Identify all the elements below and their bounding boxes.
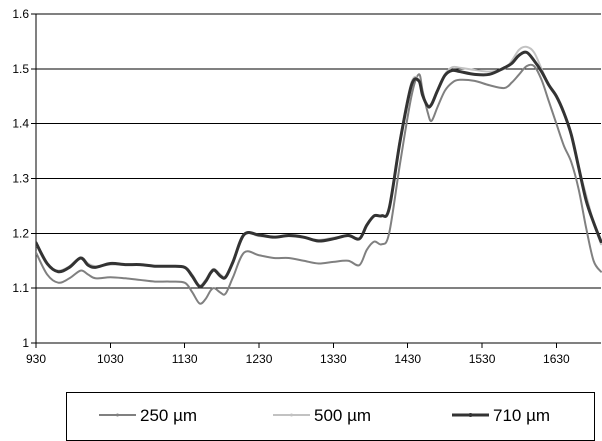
series-line-2 [36,52,601,287]
y-tick-label-2: 1.2 [12,226,29,240]
x-tick-label-2: 1130 [172,352,198,366]
series-line-0 [36,65,601,304]
legend-label-0: 250 µm [140,406,197,425]
x-tick-label-1: 1030 [97,352,124,366]
x-tick-label-6: 1530 [469,352,496,366]
y-tick-label-6: 1.6 [12,7,29,21]
legend: 250 µm 500 µm 710 µm [67,393,595,441]
series-line-1 [36,47,601,286]
x-tick-label-3: 1230 [246,352,273,366]
tick-labels: 1 1.1 1.2 1.3 1.4 1.5 1.6 930 1030 1130 1230 1330 14… [12,7,570,366]
x-tick-label-5: 1430 [394,352,421,366]
x-tick-label-7: 1630 [543,352,570,366]
series-lines [36,47,601,304]
legend-marker-0 [116,414,119,417]
y-tick-label-3: 1.3 [12,172,29,186]
legend-label-2: 710 µm [493,406,550,425]
axes [31,14,601,348]
x-tick-label-0: 930 [26,352,46,366]
legend-marker-1 [290,414,293,417]
y-tick-label-5: 1.5 [12,62,29,76]
legend-label-1: 500 µm [314,406,371,425]
y-tick-label-4: 1.4 [12,117,29,131]
y-tick-label-0: 1 [22,336,29,350]
y-tick-label-1: 1.1 [12,281,29,295]
legend-marker-2 [469,413,473,417]
x-tick-label-4: 1330 [320,352,347,366]
